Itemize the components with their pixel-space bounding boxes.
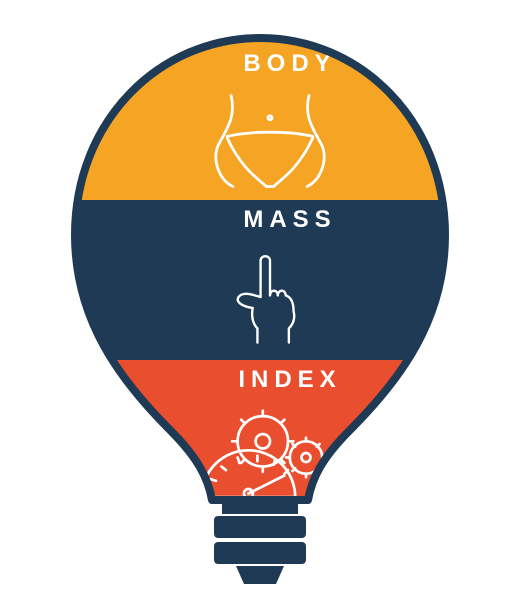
waist-icon (200, 86, 340, 196)
label-index: INDEX (190, 366, 390, 394)
pointing-hand-icon (200, 238, 340, 356)
gauge-gears-icon (180, 398, 360, 508)
label-body: BODY (190, 50, 390, 78)
bmi-lightbulb-infographic: BODY MASS INDEX (0, 0, 508, 600)
bulb-segments: BODY MASS INDEX (0, 0, 508, 600)
label-mass: MASS (190, 206, 390, 234)
